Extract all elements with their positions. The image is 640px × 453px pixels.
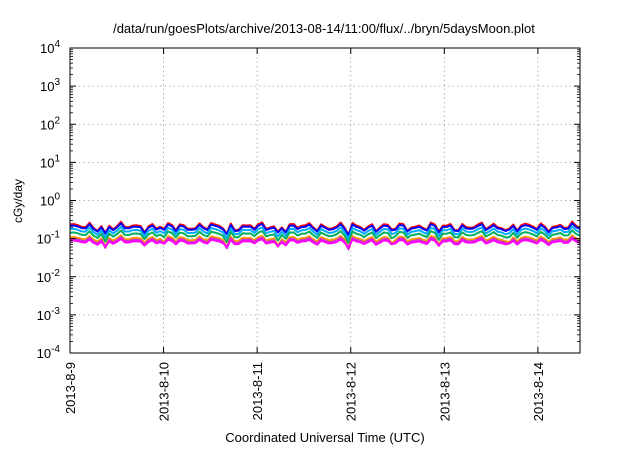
- y-tick-label: 10-2: [37, 268, 61, 285]
- series-line-5: [69, 234, 581, 250]
- x-tick-label: 2013-8-11: [250, 362, 265, 420]
- y-tick-label: 10-4: [37, 344, 61, 361]
- x-tick-label: 2013-8-12: [344, 362, 359, 421]
- y-tick-label: 104: [40, 39, 60, 56]
- y-tick-label: 100: [40, 192, 60, 209]
- y-tick-label: 101: [40, 153, 60, 170]
- y-axis-label: cGy/day: [11, 179, 25, 223]
- x-tick-label: 2013-8-9: [63, 362, 78, 414]
- x-tick-label: 2013-8-10: [157, 362, 172, 421]
- grid-layer: [70, 48, 580, 353]
- y-tick-label: 102: [40, 115, 60, 132]
- y-tick-label: 10-1: [37, 230, 61, 247]
- x-tick-label: 2013-8-14: [531, 362, 546, 421]
- series-line-7: [69, 237, 581, 249]
- series-line-6: [69, 236, 581, 251]
- y-tick-label: 10-3: [37, 306, 61, 323]
- chart-title: /data/run/goesPlots/archive/2013-08-14/1…: [113, 21, 535, 36]
- series-line-4: [69, 229, 581, 245]
- x-tick-label: 2013-8-13: [437, 362, 452, 421]
- series-line-3: [69, 225, 581, 241]
- series-layer: [69, 220, 581, 251]
- x-axis-label: Coordinated Universal Time (UTC): [225, 430, 424, 445]
- series-line-2: [69, 222, 581, 237]
- y-tick-label: 103: [40, 77, 60, 94]
